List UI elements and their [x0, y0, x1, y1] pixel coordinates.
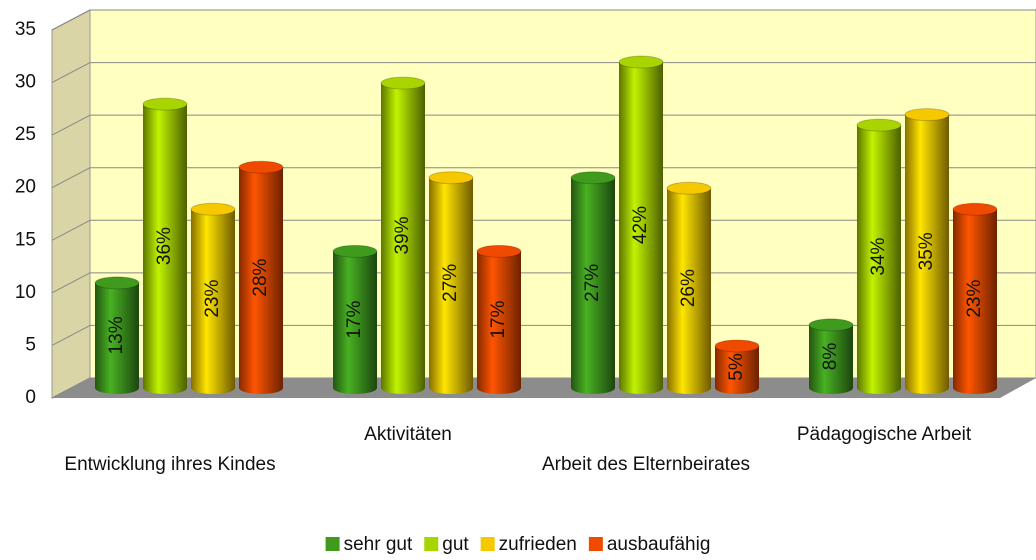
legend-swatch — [588, 537, 603, 551]
data-label: 28% — [250, 258, 271, 296]
bar-bottom — [95, 382, 139, 394]
bar-top — [952, 202, 998, 216]
legend-label: sehr gut — [344, 534, 413, 555]
data-label: 23% — [202, 280, 223, 318]
bar — [857, 125, 901, 389]
bar-top — [476, 244, 522, 258]
bar-bottom — [143, 382, 187, 394]
bar-bottom — [619, 382, 663, 394]
data-label: 5% — [726, 353, 747, 381]
y-tick-label: 20 — [15, 177, 36, 198]
bar — [143, 104, 187, 388]
legend-label: zufrieden — [499, 534, 577, 555]
data-label: 39% — [392, 216, 413, 254]
data-label: 36% — [154, 227, 175, 265]
bar — [381, 83, 425, 388]
data-label: 8% — [820, 343, 841, 371]
x-tick-label: Aktivitäten — [364, 424, 452, 445]
grid-line — [51, 62, 91, 84]
bar-top — [332, 244, 378, 258]
bar-bottom — [191, 382, 235, 394]
y-tick-label: 25 — [15, 124, 36, 145]
bar — [809, 324, 853, 388]
bar-bottom — [905, 382, 949, 394]
bar-bottom — [715, 382, 759, 394]
bar-bottom — [809, 382, 853, 394]
bar — [667, 188, 711, 388]
bar-top — [666, 181, 712, 195]
data-label: 27% — [440, 264, 461, 302]
bar-top — [618, 55, 664, 69]
bar — [715, 345, 759, 388]
bar-bottom — [953, 382, 997, 394]
bar-top — [570, 171, 616, 185]
bar-top — [808, 318, 854, 332]
grid-line — [51, 272, 91, 294]
bar-bottom — [477, 382, 521, 394]
bar — [571, 177, 615, 388]
x-tick-label: Pädagogische Arbeit — [797, 424, 972, 445]
bar — [619, 62, 663, 389]
legend-swatch — [325, 537, 340, 551]
bar-bottom — [571, 382, 615, 394]
bar-top — [428, 171, 474, 185]
bar — [239, 167, 283, 388]
y-tick-label: 10 — [15, 282, 36, 303]
data-label: 42% — [630, 206, 651, 244]
bar-bottom — [333, 382, 377, 394]
y-tick-label: 35 — [15, 19, 36, 40]
bar-top — [190, 202, 236, 216]
y-tick-label: 0 — [25, 387, 36, 408]
data-label: 17% — [344, 301, 365, 339]
legend-swatch — [424, 537, 439, 551]
grid-line — [51, 167, 91, 189]
bar — [477, 251, 521, 388]
data-label: 13% — [106, 316, 127, 354]
data-label: 34% — [868, 237, 889, 275]
legend-label: gut — [442, 534, 469, 555]
bar-bottom — [239, 382, 283, 394]
grid-line — [51, 377, 91, 399]
y-tick-label: 5 — [25, 334, 36, 355]
grid-line — [51, 324, 91, 346]
grid-line — [51, 219, 91, 241]
data-label: 23% — [964, 280, 985, 318]
bar-top — [380, 76, 426, 90]
bar-bottom — [667, 382, 711, 394]
bar-top — [94, 276, 140, 290]
bar — [429, 177, 473, 388]
bar-bottom — [857, 382, 901, 394]
legend: sehr gut gut zufrieden ausbaufähig — [325, 534, 711, 555]
legend-swatch — [480, 537, 495, 551]
bar-bottom — [429, 382, 473, 394]
bar-top — [856, 118, 902, 132]
bar-top — [904, 108, 950, 122]
x-tick-label: Arbeit des Elternbeirates — [542, 454, 750, 475]
data-label: 35% — [916, 232, 937, 270]
bar — [333, 251, 377, 388]
bar-top — [142, 97, 188, 111]
data-label: 17% — [488, 301, 509, 339]
grid-line — [51, 9, 91, 31]
legend-label: ausbaufähig — [607, 534, 711, 555]
y-tick-label: 30 — [15, 72, 36, 93]
floor — [52, 378, 1036, 398]
bar — [95, 282, 139, 388]
bar-bottom — [381, 382, 425, 394]
bar — [905, 114, 949, 388]
bar — [191, 209, 235, 388]
x-tick-label: Entwicklung ihres Kindes — [64, 454, 275, 475]
side-wall — [51, 9, 91, 399]
data-label: 27% — [582, 264, 603, 302]
data-label: 26% — [678, 269, 699, 307]
bar-top — [714, 339, 760, 353]
grid-line — [51, 114, 91, 136]
bar — [953, 209, 997, 388]
y-tick-label: 15 — [15, 229, 36, 250]
bar-top — [238, 160, 284, 174]
